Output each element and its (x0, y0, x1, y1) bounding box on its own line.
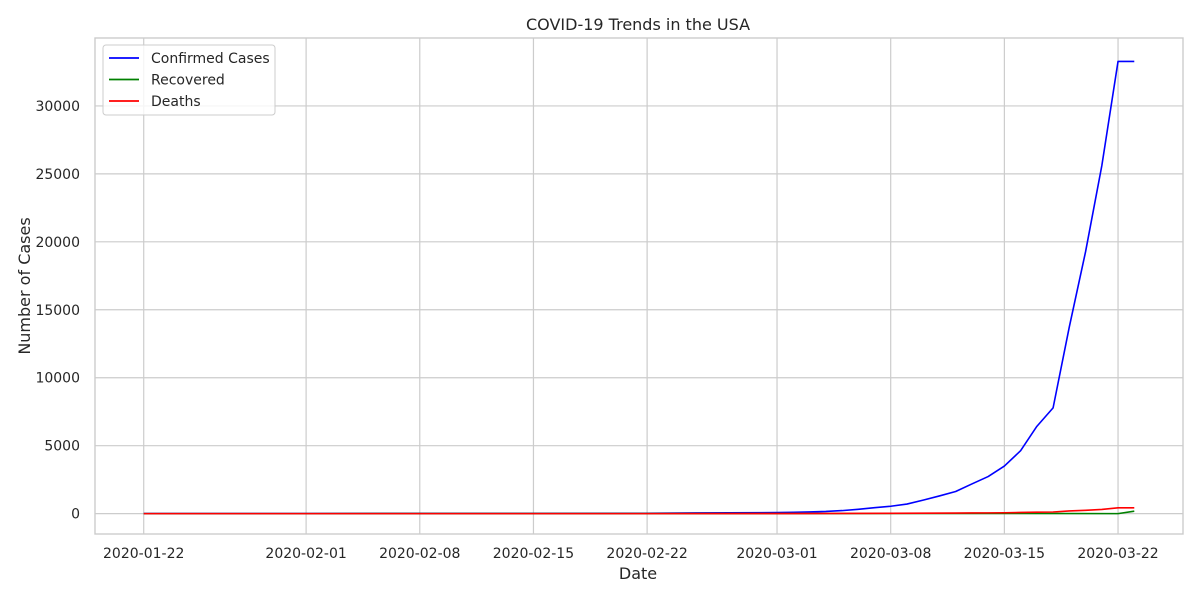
legend-label: Confirmed Cases (151, 51, 270, 67)
y-tick-label: 15000 (35, 303, 80, 319)
x-tick-label: 2020-03-15 (964, 546, 1045, 562)
legend: Confirmed Cases Recovered Deaths (102, 44, 276, 116)
x-tick-labels: 2020-01-22 2020-02-01 2020-02-08 2020-02-15… (103, 546, 1159, 562)
legend-box (102, 44, 276, 116)
legend-label: Deaths (151, 94, 201, 110)
y-tick-labels: 0 5000 10000 15000 20000 25000 30000 (35, 99, 80, 523)
y-axis-label: Number of Cases (15, 217, 34, 354)
x-tick-label: 2020-03-08 (850, 546, 931, 562)
y-tick-label: 5000 (44, 439, 80, 455)
x-tick-label: 2020-03-01 (736, 546, 817, 562)
x-tick-label: 2020-01-22 (103, 546, 184, 562)
plot-frame (94, 37, 1184, 535)
y-tick-label: 25000 (35, 167, 80, 183)
y-tick-label: 10000 (35, 371, 80, 387)
y-tick-label: 0 (71, 507, 80, 523)
chart-title: COVID-19 Trends in the USA (526, 15, 750, 34)
x-tick-label: 2020-03-22 (1077, 546, 1158, 562)
series-line-deaths (143, 507, 1135, 515)
legend-label: Recovered (151, 73, 225, 89)
x-tick-label: 2020-02-15 (493, 546, 574, 562)
x-tick-label: 2020-02-01 (265, 546, 346, 562)
series-layer (143, 60, 1135, 515)
y-tick-label: 30000 (35, 99, 80, 115)
x-tick-label: 2020-02-22 (606, 546, 687, 562)
x-axis-label: Date (619, 564, 657, 583)
x-tick-label: 2020-02-08 (379, 546, 460, 562)
y-tick-label: 20000 (35, 235, 80, 251)
